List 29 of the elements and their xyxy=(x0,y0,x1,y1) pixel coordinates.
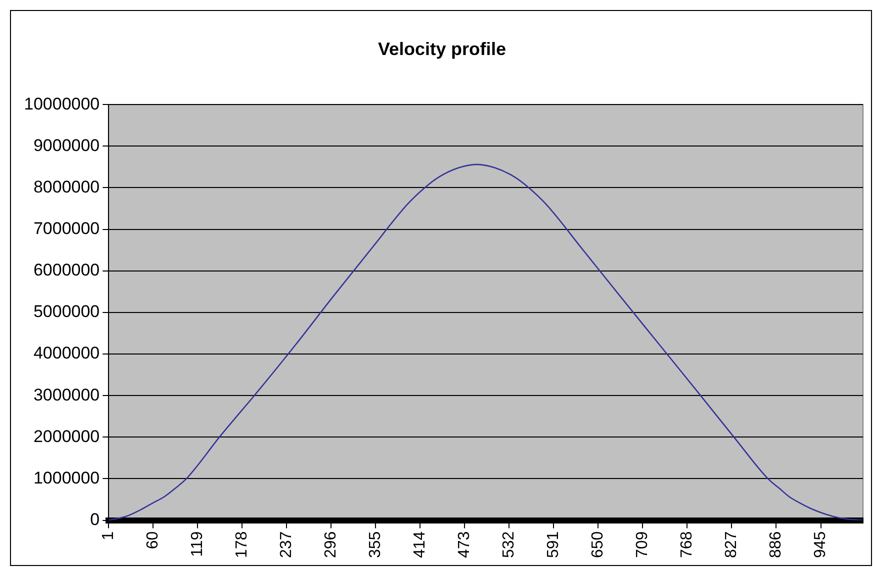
x-tick-label: 414 xyxy=(412,531,429,558)
x-tick-label: 119 xyxy=(189,531,206,557)
y-tick-label: 8000000 xyxy=(33,177,100,196)
y-tick-label: 7000000 xyxy=(33,219,100,238)
y-tick-label: 0 xyxy=(90,510,100,529)
x-tick-label: 237 xyxy=(278,531,296,558)
x-tick-label: 945 xyxy=(812,531,830,558)
x-tick-label: 650 xyxy=(590,531,607,558)
x-tick-label: 768 xyxy=(678,531,696,558)
x-tick-label: 355 xyxy=(367,531,384,558)
x-tick-label: 60 xyxy=(144,531,162,550)
x-tick-label: 827 xyxy=(723,531,740,558)
y-tick-label: 4000000 xyxy=(33,344,100,363)
x-tick-label: 532 xyxy=(500,531,518,558)
y-tick-label: 5000000 xyxy=(33,302,100,322)
x-tick-label: 886 xyxy=(768,531,785,558)
y-tick-label: 9000000 xyxy=(33,136,100,155)
y-tick-label: 3000000 xyxy=(33,385,100,404)
x-tick-label: 473 xyxy=(456,531,474,558)
x-tick-label: 178 xyxy=(234,531,251,558)
y-tick-label: 2000000 xyxy=(33,426,100,446)
y-tick-label: 1000000 xyxy=(33,468,100,488)
chart-title: Velocity profile xyxy=(378,38,506,59)
y-tick-label: 6000000 xyxy=(33,260,100,280)
x-tick-label: 1 xyxy=(100,531,118,540)
x-tick-label: 591 xyxy=(545,531,562,558)
x-tick-label: 709 xyxy=(634,531,652,558)
x-tick-label: 296 xyxy=(322,531,340,558)
y-tick-label: 10000000 xyxy=(24,94,100,114)
